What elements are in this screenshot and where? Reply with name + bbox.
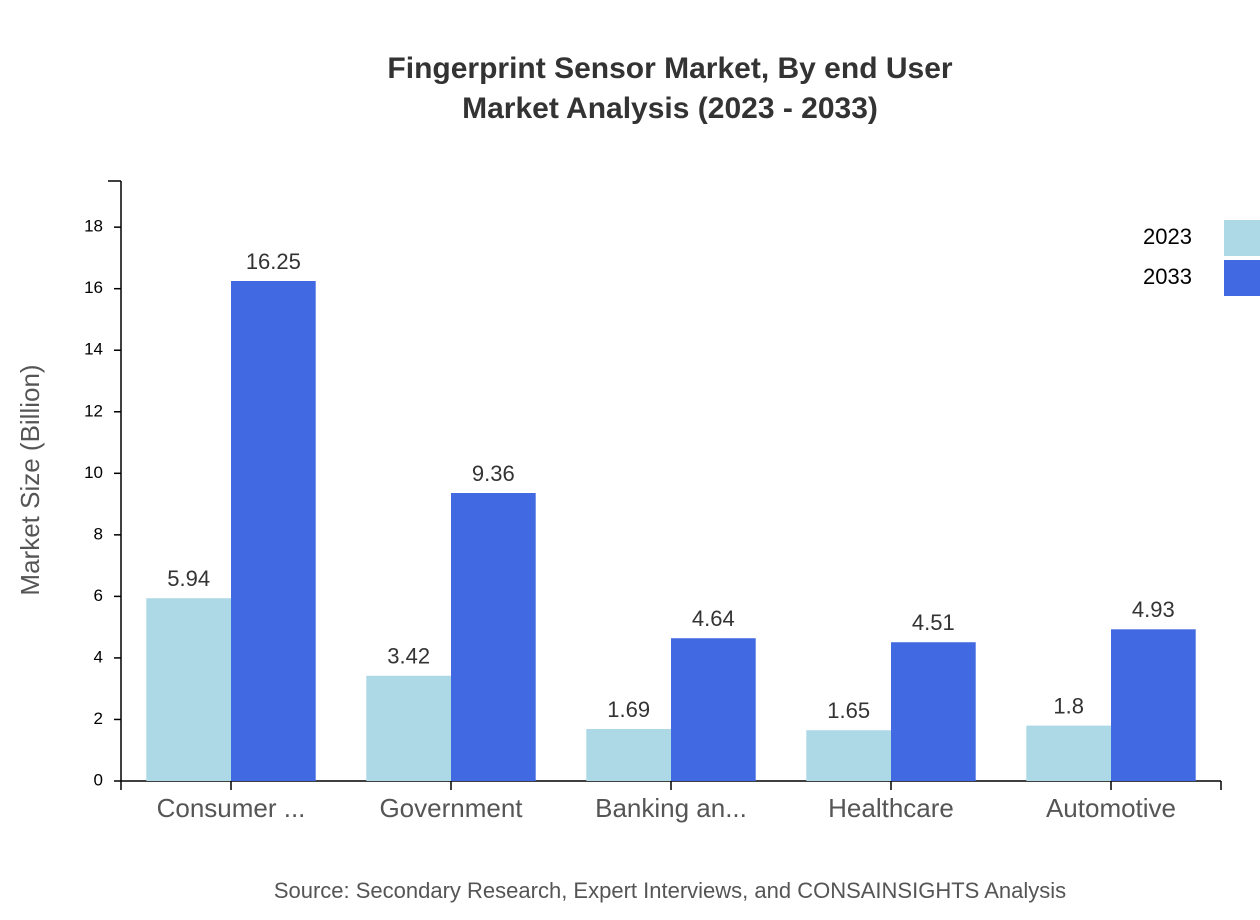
- y-tick-label: 14: [84, 340, 103, 359]
- y-tick-label: 18: [84, 217, 103, 236]
- value-label: 1.65: [827, 698, 870, 723]
- bar: [891, 642, 976, 781]
- y-tick-label: 10: [84, 463, 103, 482]
- y-tick-label: 2: [94, 709, 103, 728]
- x-tick-label: Automotive: [1046, 793, 1176, 823]
- value-label: 1.69: [607, 697, 650, 722]
- chart-subtitle: Market Analysis (2023 - 2033): [462, 92, 878, 125]
- y-tick-label: 4: [94, 647, 103, 666]
- bar: [231, 281, 316, 781]
- x-tick-label: Government: [379, 793, 523, 823]
- value-label: 3.42: [387, 644, 430, 669]
- legend-swatch: [1224, 220, 1260, 256]
- value-label: 1.8: [1053, 693, 1084, 718]
- bar: [366, 675, 451, 781]
- legend-label: 2033: [1143, 264, 1192, 289]
- bar: [146, 598, 231, 781]
- chart-title: Fingerprint Sensor Market, By end User: [387, 52, 952, 85]
- bar: [1111, 629, 1196, 781]
- legend-swatch: [1224, 260, 1260, 296]
- value-label: 4.51: [912, 610, 955, 635]
- y-axis-label: Market Size (Billion): [15, 364, 45, 595]
- value-label: 16.25: [246, 249, 301, 274]
- bar: [806, 730, 891, 781]
- y-tick-label: 0: [94, 770, 103, 789]
- x-tick-label: Banking an...: [595, 793, 747, 823]
- bar: [586, 729, 671, 781]
- y-tick-label: 8: [94, 524, 103, 543]
- bar: [1026, 725, 1111, 781]
- bar: [671, 638, 756, 781]
- x-tick-label: Healthcare: [828, 793, 954, 823]
- source-note: Source: Secondary Research, Expert Inter…: [274, 878, 1066, 903]
- legend-label: 2023: [1143, 224, 1192, 249]
- y-tick-label: 16: [84, 278, 103, 297]
- y-tick-label: 6: [94, 586, 103, 605]
- x-tick-label: Consumer ...: [157, 793, 306, 823]
- value-label: 4.93: [1132, 597, 1175, 622]
- y-tick-label: 12: [84, 401, 103, 420]
- value-label: 9.36: [472, 461, 515, 486]
- bar: [451, 493, 536, 781]
- value-label: 5.94: [167, 566, 210, 591]
- value-label: 4.64: [692, 606, 735, 631]
